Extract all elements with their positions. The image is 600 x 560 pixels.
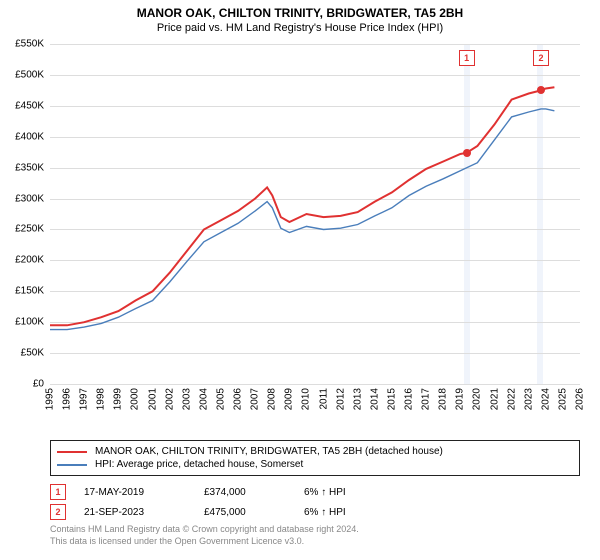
legend-item: MANOR OAK, CHILTON TRINITY, BRIDGWATER, … <box>57 445 573 458</box>
event-row: 1 17-MAY-2019£374,0006% ↑ HPI <box>50 482 580 502</box>
x-tick-label: 1997 <box>79 388 90 410</box>
legend-swatch <box>57 464 87 466</box>
marker-dot-1 <box>463 149 471 157</box>
y-tick-label: £100K <box>0 317 44 328</box>
x-tick-label: 2026 <box>575 388 586 410</box>
marker-box-2: 2 <box>533 50 549 66</box>
legend-label: MANOR OAK, CHILTON TRINITY, BRIDGWATER, … <box>95 446 443 457</box>
y-tick-label: £500K <box>0 69 44 80</box>
event-date: 21-SEP-2023 <box>84 507 204 518</box>
x-tick-label: 2011 <box>318 388 329 410</box>
x-tick-label: 2018 <box>438 388 449 410</box>
y-tick-label: £0 <box>0 379 44 390</box>
series-property <box>50 87 554 325</box>
legend: MANOR OAK, CHILTON TRINITY, BRIDGWATER, … <box>50 440 580 476</box>
x-tick-label: 1999 <box>113 388 124 410</box>
x-tick-label: 2003 <box>181 388 192 410</box>
footer-line-1: Contains HM Land Registry data © Crown c… <box>50 524 580 536</box>
x-tick-label: 2024 <box>540 388 551 410</box>
events-table: 1 17-MAY-2019£374,0006% ↑ HPI 2 21-SEP-2023… <box>50 482 580 522</box>
x-tick-label: 1995 <box>45 388 56 410</box>
event-row: 2 21-SEP-2023£475,0006% ↑ HPI <box>50 502 580 522</box>
x-tick-label: 2002 <box>164 388 175 410</box>
legend-swatch <box>57 451 87 453</box>
event-pct: 6% ↑ HPI <box>304 507 424 518</box>
event-marker-box: 1 <box>50 484 66 500</box>
x-tick-label: 2007 <box>250 388 261 410</box>
x-tick-label: 2021 <box>489 388 500 410</box>
y-tick-label: £250K <box>0 224 44 235</box>
x-tick-label: 2006 <box>233 388 244 410</box>
marker-box-1: 1 <box>459 50 475 66</box>
footer-line-2: This data is licensed under the Open Gov… <box>50 536 580 548</box>
x-tick-label: 2010 <box>301 388 312 410</box>
event-date: 17-MAY-2019 <box>84 487 204 498</box>
y-tick-label: £150K <box>0 286 44 297</box>
legend-label: HPI: Average price, detached house, Some… <box>95 459 303 470</box>
event-price: £374,000 <box>204 487 304 498</box>
event-marker-box: 2 <box>50 504 66 520</box>
line-layer <box>50 44 580 384</box>
chart-area: 12 £0£50K£100K£150K£200K£250K£300K£350K£… <box>50 44 580 404</box>
x-tick-label: 2023 <box>523 388 534 410</box>
y-tick-label: £450K <box>0 100 44 111</box>
event-price: £475,000 <box>204 507 304 518</box>
x-tick-label: 2017 <box>421 388 432 410</box>
x-tick-label: 1996 <box>62 388 73 410</box>
y-tick-label: £200K <box>0 255 44 266</box>
y-tick-label: £50K <box>0 348 44 359</box>
legend-item: HPI: Average price, detached house, Some… <box>57 458 573 471</box>
x-tick-label: 2004 <box>198 388 209 410</box>
x-tick-label: 2013 <box>352 388 363 410</box>
footer-attribution: Contains HM Land Registry data © Crown c… <box>50 524 580 547</box>
chart-title: MANOR OAK, CHILTON TRINITY, BRIDGWATER, … <box>0 0 600 20</box>
x-tick-label: 2012 <box>335 388 346 410</box>
x-tick-label: 2009 <box>284 388 295 410</box>
x-tick-label: 2005 <box>215 388 226 410</box>
x-tick-label: 2014 <box>369 388 380 410</box>
x-tick-label: 2015 <box>386 388 397 410</box>
x-tick-label: 1998 <box>96 388 107 410</box>
marker-dot-2 <box>537 86 545 94</box>
x-tick-label: 2001 <box>147 388 158 410</box>
plot-region: 12 <box>50 44 580 385</box>
x-tick-label: 2008 <box>267 388 278 410</box>
x-tick-label: 2000 <box>130 388 141 410</box>
x-tick-label: 2019 <box>455 388 466 410</box>
y-tick-label: £350K <box>0 162 44 173</box>
event-pct: 6% ↑ HPI <box>304 487 424 498</box>
y-tick-label: £550K <box>0 39 44 50</box>
chart-subtitle: Price paid vs. HM Land Registry's House … <box>0 20 600 34</box>
x-tick-label: 2022 <box>506 388 517 410</box>
y-tick-label: £300K <box>0 193 44 204</box>
y-tick-label: £400K <box>0 131 44 142</box>
x-tick-label: 2016 <box>404 388 415 410</box>
x-tick-label: 2025 <box>557 388 568 410</box>
y-gridline <box>50 384 580 385</box>
x-tick-label: 2020 <box>472 388 483 410</box>
series-hpi <box>50 109 554 330</box>
